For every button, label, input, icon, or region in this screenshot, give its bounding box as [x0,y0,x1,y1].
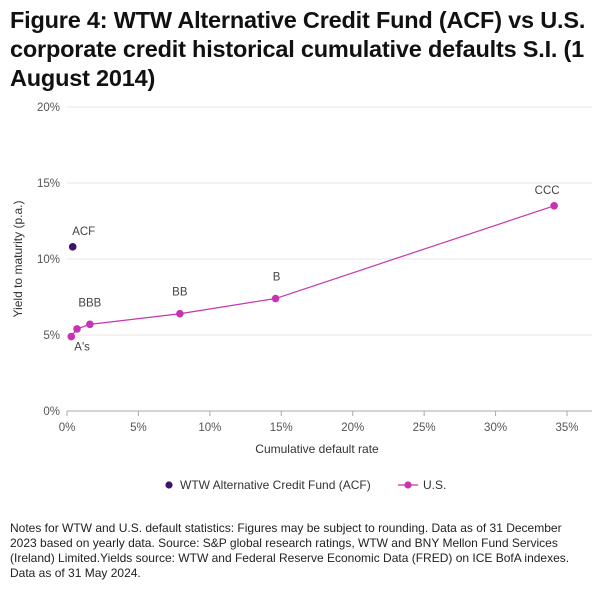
legend-marker-acf [165,481,173,489]
y-axis-label: Yield to maturity (p.a.) [11,201,25,318]
data-label: CCC [535,185,560,197]
chart-title: Figure 4: WTW Alternative Credit Fund (A… [10,7,586,91]
data-label: B [273,272,281,284]
legend-label-acf: WTW Alternative Credit Fund (ACF) [180,478,371,492]
legend-item-acf: WTW Alternative Credit Fund (ACF) [162,478,371,492]
data-point [68,243,77,251]
legend-item-us: U.S. [397,478,446,492]
data-point [550,202,558,210]
y-tick-label: 5% [43,330,60,342]
x-tick-label: 30% [484,422,507,434]
y-axis-ticks: 0% 5% 10% 15% 20% [37,102,60,418]
x-tick-label: 10% [198,422,221,434]
data-label: ACF [72,226,95,238]
data-point [67,332,76,341]
y-tick-label: 10% [37,254,60,266]
data-label: BBB [78,297,101,309]
data-point [271,294,280,303]
series-lines [70,205,555,337]
x-tick-label: 0% [59,422,76,434]
gridlines [67,106,592,336]
data-label: BB [172,287,188,299]
series-points [67,202,558,341]
x-tick-label: 15% [270,422,293,434]
legend-marker-us [398,481,418,489]
y-tick-label: 20% [37,102,60,114]
chart-notes: Notes for WTW and U.S. default statistic… [10,521,570,580]
x-tick-label: 5% [130,422,147,434]
data-point [86,320,94,329]
x-axis-ticks: 0% 5% 10% 15% 20% 25% 30% 35% [59,411,579,434]
legend: WTW Alternative Credit Fund (ACF) U.S. [0,476,600,494]
legend-label-us: U.S. [423,478,447,492]
data-point [176,309,184,318]
data-label: A's [74,342,90,354]
scatter-chart: 0% 5% 10% 15% 20% 0% 5% 10% 15% 20% 25% 30% 35% Yie… [11,102,592,456]
x-tick-label: 25% [413,422,436,434]
x-tick-label: 35% [555,422,578,434]
x-tick-label: 20% [341,422,364,434]
x-axis-label: Cumulative default rate [255,442,379,456]
series-line-1 [70,205,555,337]
data-point [73,325,81,333]
y-tick-label: 15% [37,178,60,190]
y-tick-label: 0% [43,406,60,418]
